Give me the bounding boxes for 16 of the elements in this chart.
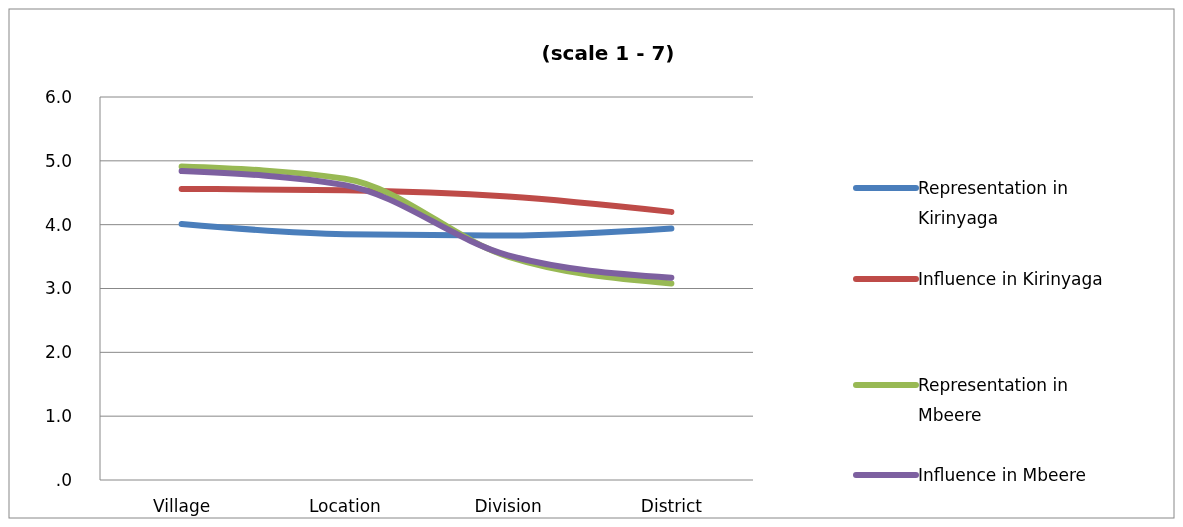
y-tick-label: .0: [55, 469, 72, 490]
y-tick-label: 3.0: [44, 278, 72, 299]
x-tick-label: Location: [308, 496, 381, 516]
y-tick-label: 4.0: [44, 214, 72, 235]
x-tick-label: Village: [153, 496, 211, 516]
x-tick-label: Division: [474, 496, 542, 516]
y-tick-label: 1.0: [44, 406, 72, 427]
x-tick-label: District: [640, 496, 703, 516]
y-tick-label: 2.0: [44, 342, 72, 363]
legend-label: Representation in Kirinyaga: [918, 177, 1069, 228]
y-tick-label: 5.0: [44, 150, 72, 171]
legend-label: Influence in Kirinyaga: [918, 268, 1103, 289]
chart-title: (scale 1 - 7): [541, 41, 675, 65]
y-tick-label: 6.0: [44, 86, 72, 107]
legend-label: Representation in Mbeere: [918, 374, 1069, 425]
legend-label: Influence in Mbeere: [918, 464, 1087, 485]
